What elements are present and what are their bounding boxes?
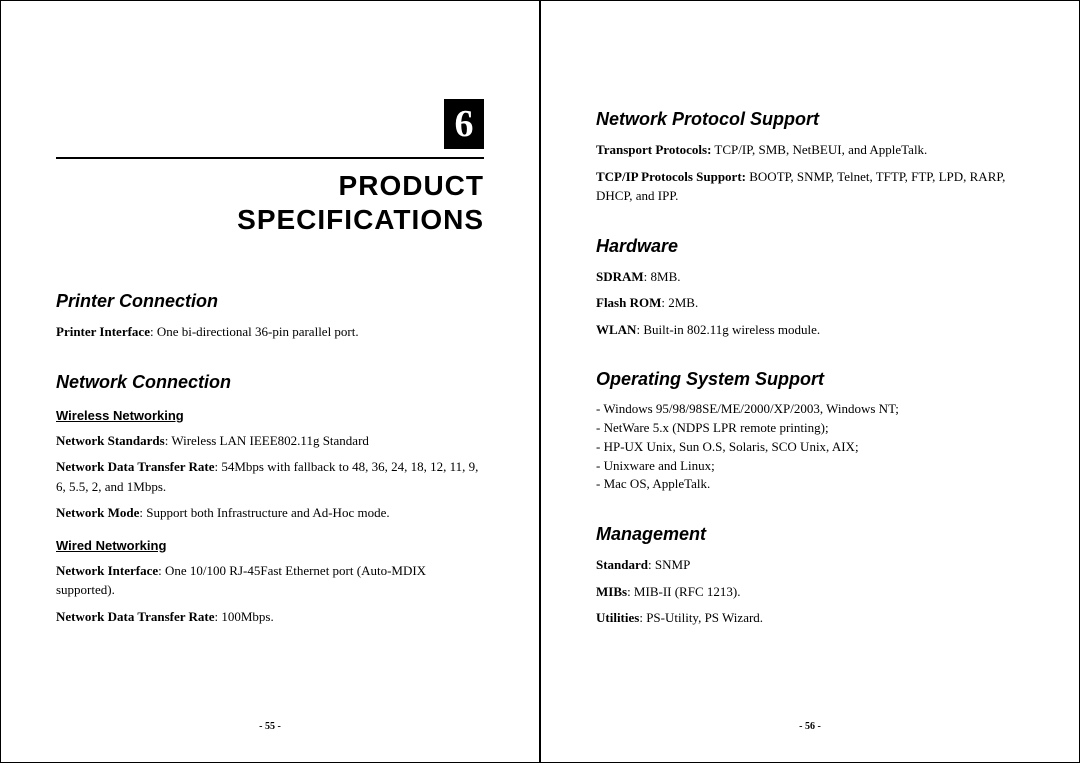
divider	[56, 157, 484, 159]
utilities-label: Utilities	[596, 610, 639, 625]
printer-interface-value: : One bi-directional 36-pin parallel por…	[150, 324, 359, 339]
heading-printer-connection: Printer Connection	[56, 291, 484, 312]
page-left: 6 PRODUCT SPECIFICATIONS Printer Connect…	[0, 0, 540, 763]
os-line2: - NetWare 5.x (NDPS LPR remote printing)…	[596, 419, 1024, 438]
heading-hardware: Hardware	[596, 236, 1024, 257]
transport-label: Transport Protocols:	[596, 142, 711, 157]
flashrom: Flash ROM: 2MB.	[596, 293, 1024, 313]
heading-os-support: Operating System Support	[596, 369, 1024, 390]
standard-label: Standard	[596, 557, 648, 572]
standard-value: : SNMP	[648, 557, 690, 572]
mgmt-mibs: MIBs: MIB-II (RFC 1213).	[596, 582, 1024, 602]
wireless-mode-value: : Support both Infrastructure and Ad-Hoc…	[139, 505, 389, 520]
heading-protocol: Network Protocol Support	[596, 109, 1024, 130]
mgmt-utilities: Utilities: PS-Utility, PS Wizard.	[596, 608, 1024, 628]
wired-interface: Network Interface: One 10/100 RJ-45Fast …	[56, 561, 484, 600]
mibs-value: : MIB-II (RFC 1213).	[627, 584, 740, 599]
wired-transfer-value: : 100Mbps.	[215, 609, 274, 624]
wireless-mode: Network Mode: Support both Infrastructur…	[56, 503, 484, 523]
wireless-transfer-label: Network Data Transfer Rate	[56, 459, 215, 474]
os-line3: - HP-UX Unix, Sun O.S, Solaris, SCO Unix…	[596, 438, 1024, 457]
wireless-mode-label: Network Mode	[56, 505, 139, 520]
chapter-title: PRODUCT SPECIFICATIONS	[56, 169, 484, 236]
chapter-title-line2: SPECIFICATIONS	[237, 204, 484, 235]
os-line4: - Unixware and Linux;	[596, 457, 1024, 476]
printer-interface-label: Printer Interface	[56, 324, 150, 339]
chapter-title-line1: PRODUCT	[339, 170, 484, 201]
tcpip-label: TCP/IP Protocols Support:	[596, 169, 746, 184]
heading-network-connection: Network Connection	[56, 372, 484, 393]
wireless-standards-value: : Wireless LAN IEEE802.11g Standard	[165, 433, 369, 448]
sdram-value: : 8MB.	[644, 269, 681, 284]
wlan-value: : Built-in 802.11g wireless module.	[636, 322, 820, 337]
transport-protocols: Transport Protocols: TCP/IP, SMB, NetBEU…	[596, 140, 1024, 160]
sdram: SDRAM: 8MB.	[596, 267, 1024, 287]
tcpip-protocols: TCP/IP Protocols Support: BOOTP, SNMP, T…	[596, 167, 1024, 206]
utilities-value: : PS-Utility, PS Wizard.	[639, 610, 763, 625]
heading-management: Management	[596, 524, 1024, 545]
page-number-left: - 55 -	[1, 721, 539, 732]
flash-label: Flash ROM	[596, 295, 661, 310]
mibs-label: MIBs	[596, 584, 627, 599]
wired-transfer: Network Data Transfer Rate: 100Mbps.	[56, 607, 484, 627]
wireless-standards-label: Network Standards	[56, 433, 165, 448]
wlan: WLAN: Built-in 802.11g wireless module.	[596, 320, 1024, 340]
page-right: Network Protocol Support Transport Proto…	[540, 0, 1080, 763]
wlan-label: WLAN	[596, 322, 636, 337]
mgmt-standard: Standard: SNMP	[596, 555, 1024, 575]
wired-transfer-label: Network Data Transfer Rate	[56, 609, 215, 624]
wired-interface-label: Network Interface	[56, 563, 158, 578]
wireless-standards: Network Standards: Wireless LAN IEEE802.…	[56, 431, 484, 451]
sdram-label: SDRAM	[596, 269, 644, 284]
wireless-transfer: Network Data Transfer Rate: 54Mbps with …	[56, 457, 484, 496]
os-line5: - Mac OS, AppleTalk.	[596, 475, 1024, 494]
page-number-right: - 56 -	[541, 721, 1079, 732]
printer-interface: Printer Interface: One bi-directional 36…	[56, 322, 484, 342]
subheading-wireless: Wireless Networking	[56, 408, 484, 423]
os-line1: - Windows 95/98/98SE/ME/2000/XP/2003, Wi…	[596, 400, 1024, 419]
chapter-number: 6	[444, 99, 484, 149]
transport-value: TCP/IP, SMB, NetBEUI, and AppleTalk.	[711, 142, 927, 157]
subheading-wired: Wired Networking	[56, 538, 484, 553]
flash-value: : 2MB.	[661, 295, 698, 310]
